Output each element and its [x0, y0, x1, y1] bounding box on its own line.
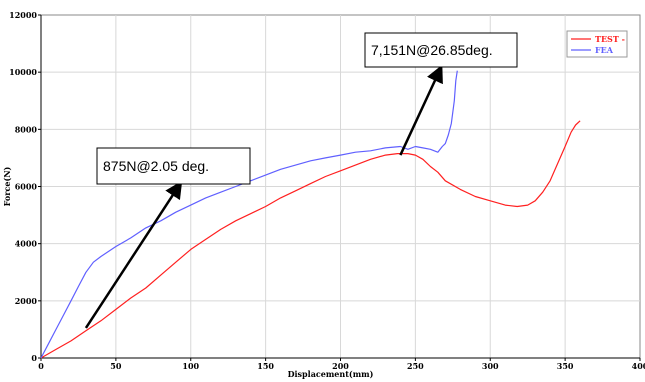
x-axis-title: Displacement(mm) [288, 369, 374, 379]
y-tick-label: 12000 [9, 10, 37, 20]
annotation-box [364, 32, 518, 68]
annotation-label: 875N@2.05 deg. [103, 158, 209, 174]
x-tick-label: 100 [182, 361, 199, 371]
grid [40, 14, 641, 359]
x-tick-label: 0 [38, 361, 44, 371]
x-tick-label: 250 [407, 361, 424, 371]
y-tick-label: 8000 [15, 124, 38, 134]
y-tick-label: 2000 [15, 296, 38, 306]
legend-entry: TEST - [595, 34, 625, 44]
x-tick-label: 200 [332, 361, 349, 371]
y-tick-label: 0 [31, 353, 37, 363]
legend-entry: FEA [595, 45, 614, 55]
annotation-arrow [84, 180, 183, 329]
annotation-box [96, 147, 251, 185]
y-tick-label: 4000 [15, 239, 38, 249]
x-tick-label: 350 [557, 361, 574, 371]
series-line-fea [40, 70, 458, 359]
x-tick-label: 150 [257, 361, 274, 371]
annotation-arrow [399, 64, 443, 156]
legend: TEST -FEA [566, 30, 628, 58]
annotation-label: 7,151N@26.85deg. [371, 42, 493, 58]
annotations: 875N@2.05 deg. 7,151N@26.85deg. [84, 32, 518, 329]
x-tick-label: 50 [110, 361, 122, 371]
legend-box [566, 30, 628, 58]
x-tick-label: 300 [482, 361, 499, 371]
y-tick-label: 6000 [15, 182, 38, 192]
series-lines [40, 70, 581, 359]
y-tick-label: 10000 [9, 67, 37, 77]
y-axis-title: Force(N) [2, 166, 12, 206]
axes: 0501001502002503003504000200040006000800… [2, 10, 645, 379]
series-line-test [40, 120, 581, 359]
x-tick-label: 400 [632, 361, 645, 371]
